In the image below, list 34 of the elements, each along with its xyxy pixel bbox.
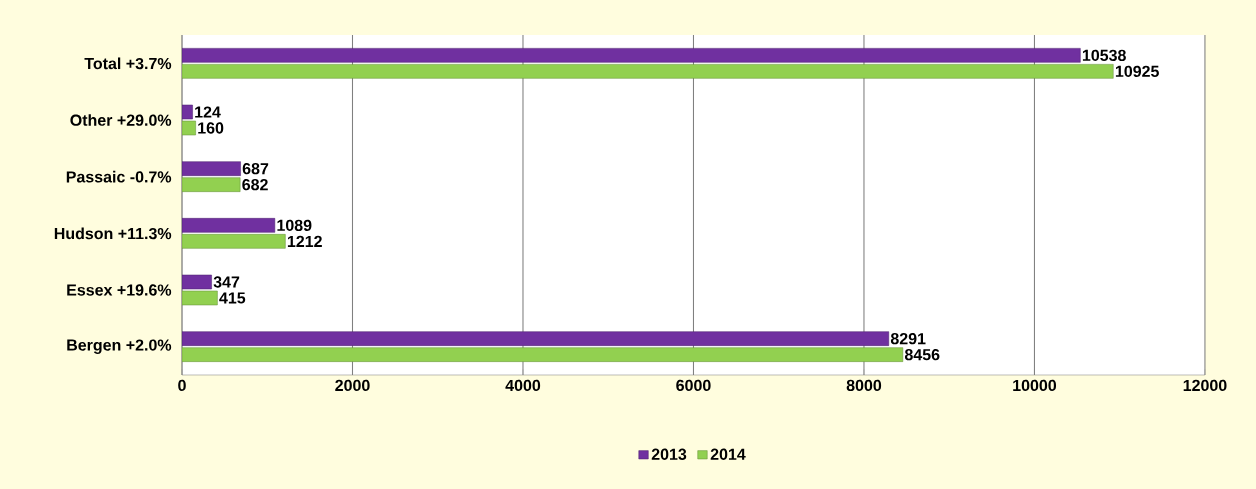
data-label: 687 [242, 163, 269, 175]
x-tick-label: 0 [178, 379, 186, 392]
data-label: 347 [213, 276, 240, 288]
x-tick-label: 8000 [846, 379, 882, 392]
y-tick-label: Hudson +11.3% [54, 227, 172, 240]
data-label: 8291 [890, 333, 926, 345]
data-label: 1089 [277, 219, 312, 231]
bar [182, 347, 904, 362]
bar [182, 161, 241, 176]
legend-label: 2013 [651, 448, 687, 460]
data-label: 1212 [287, 235, 322, 247]
bar [182, 218, 276, 233]
data-label: 415 [219, 292, 246, 304]
x-tick-label: 10000 [1013, 379, 1057, 392]
data-label: 10538 [1082, 49, 1126, 62]
data-label: 10925 [1115, 65, 1159, 77]
x-tick-label: 2000 [335, 379, 370, 392]
x-tick-label: 6000 [676, 379, 711, 392]
y-tick-label: Bergen +2.0% [67, 339, 172, 354]
data-label: 8456 [904, 349, 940, 361]
y-tick-label: Passaic -0.7% [66, 170, 172, 183]
x-tick-label: 4000 [505, 379, 541, 392]
bar [182, 48, 1081, 63]
x-tick-label: 12000 [1183, 379, 1227, 392]
data-label: 124 [195, 106, 221, 118]
legend-label: 2014 [710, 448, 746, 460]
data-label: 160 [198, 122, 224, 134]
data-label: 682 [242, 179, 268, 191]
bar [182, 234, 286, 249]
y-tick-label: Other +29.0% [70, 114, 172, 126]
y-tick-label: Total +3.7% [84, 57, 172, 70]
bar [182, 331, 890, 346]
y-tick-label: Essex +19.6% [67, 284, 172, 296]
bar [182, 64, 1114, 79]
